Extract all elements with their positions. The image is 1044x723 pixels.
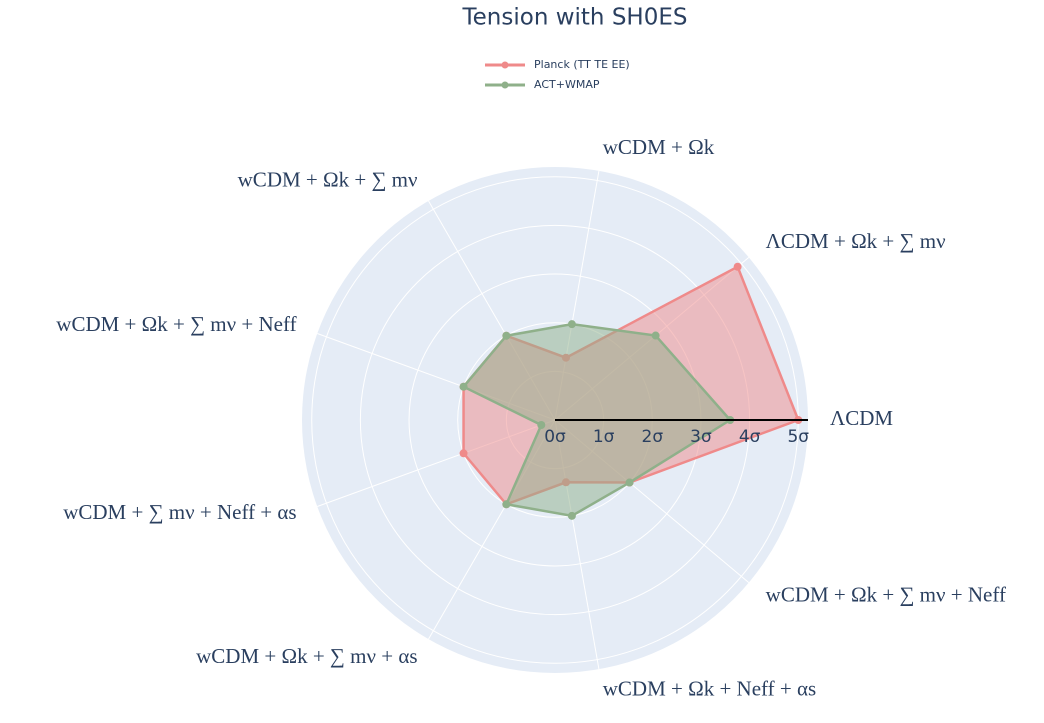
radial-tick-label: 1σ [593,427,615,447]
category-label: wCDM + Ωk + ∑ mν [238,168,418,192]
series-marker [502,331,511,340]
polar-area: 0σ 1σ 2σ 3σ 4σ 5σ ΛCDM ΛCDM + Ωk + ∑ mν wCDM + Ω… [56,135,1006,701]
category-label: wCDM + ∑ mν + Neff + αs [63,500,296,524]
category-label: ΛCDM + Ωk + ∑ mν [766,229,946,253]
radial-tick-label: 4σ [739,427,761,447]
category-label: wCDM + Ωk + ∑ mν + Neff [56,312,296,336]
radial-tick-label: 0σ [544,427,566,447]
legend-label: ACT+WMAP [534,78,600,91]
chart-title: Tension with SH0ES [462,5,688,31]
series-marker [651,331,660,340]
category-label: wCDM + Ωk [603,135,715,159]
radial-tick-label: 5σ [787,427,809,447]
series-marker [459,449,468,458]
series-marker [625,478,634,487]
series-marker [733,262,742,271]
category-label: wCDM + Ωk + Neff + αs [603,677,816,701]
legend-marker [501,61,509,69]
category-label: ΛCDM [830,406,893,430]
category-label: wCDM + Ωk + ∑ mν + αs [196,644,417,668]
category-label: wCDM + Ωk + ∑ mν + Neff [766,583,1006,607]
legend-marker [501,81,509,89]
series-marker [567,511,576,520]
radial-tick-label: 3σ [690,427,712,447]
series-marker [537,420,546,429]
legend: Planck (TT TE EE) ACT+WMAP [485,58,630,91]
series-marker [459,382,468,391]
radial-tick-label: 2σ [642,427,664,447]
series-marker [567,320,576,329]
series-marker [502,500,511,509]
legend-label: Planck (TT TE EE) [534,58,630,71]
